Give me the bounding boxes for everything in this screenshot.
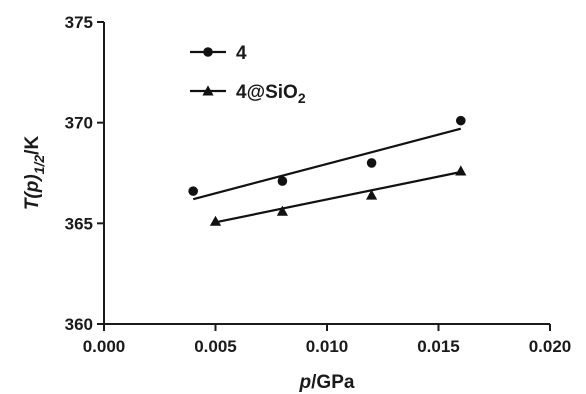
y-tick-label: 375 — [65, 13, 93, 32]
legend-series-4-sio2-name: 4@SiO — [236, 82, 298, 103]
x-tick-label: 0.010 — [306, 337, 349, 356]
series-4-sio2-fit-line — [215, 170, 462, 224]
fit-lines — [192, 127, 462, 224]
series-4-point — [188, 186, 198, 196]
legend-series-4-marker — [203, 47, 213, 57]
legend-series-4-label: 4 — [236, 43, 247, 64]
series-4-sio2-point — [366, 189, 378, 200]
legend-series-4-sio2-label: 4@SiO2 — [236, 82, 306, 106]
series-4-point — [366, 158, 377, 168]
x-axis-title-var: p — [299, 372, 312, 393]
legend: 4 4@SiO2 — [190, 43, 306, 106]
x-tick-label: 0.015 — [417, 337, 460, 356]
x-axis-title-unit: /GPa — [311, 372, 355, 393]
legend-series-4-sio2-marker — [202, 85, 214, 96]
x-tick-label: 0.000 — [83, 337, 126, 356]
series-4-point — [277, 176, 288, 186]
y-tick-label: 370 — [65, 114, 93, 133]
series-4-sio2-point — [209, 215, 222, 226]
x-axis-title: p/GPa — [299, 372, 355, 393]
y-axis-title-unit: /K — [22, 136, 43, 155]
series-4-sio2-point — [455, 165, 467, 176]
legend-series-4-sio2-name-sub: 2 — [298, 90, 306, 106]
y-tick-label: 360 — [65, 315, 93, 334]
y-axis-title-sub: 1/2 — [31, 155, 47, 175]
data-points — [188, 115, 467, 226]
y-tick-label: 365 — [65, 214, 93, 233]
x-tick-label: 0.020 — [529, 337, 572, 356]
y-axis-title-var: T(p) — [22, 174, 43, 210]
series-4-sio2-point — [276, 205, 288, 216]
legend-series-4-name: 4 — [236, 43, 247, 64]
series-4-fit-line — [192, 127, 462, 201]
axes: 360 365 370 375 0.000 0.005 0.010 0.015 0.020 p/G… — [22, 13, 571, 393]
series-4-point — [456, 115, 466, 126]
x-tick-label: 0.005 — [194, 337, 237, 356]
y-axis-title: T(p)1/2/K — [22, 136, 47, 211]
